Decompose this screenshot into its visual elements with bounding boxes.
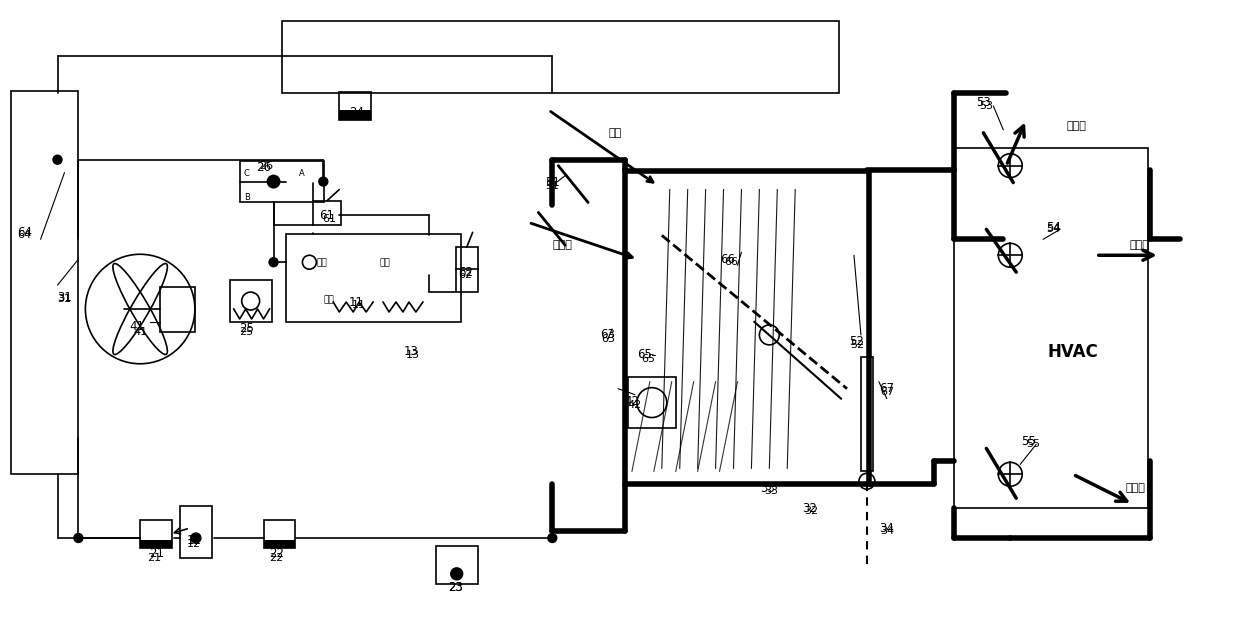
Bar bbox=[140, 520, 172, 548]
Text: 61: 61 bbox=[319, 209, 334, 222]
Text: 52: 52 bbox=[849, 340, 864, 350]
Text: 12: 12 bbox=[187, 539, 201, 549]
Text: 26: 26 bbox=[259, 161, 274, 171]
Bar bbox=[160, 287, 195, 332]
Text: 吹脚风: 吹脚风 bbox=[1126, 483, 1146, 493]
Bar bbox=[264, 540, 295, 548]
Text: 23: 23 bbox=[449, 581, 464, 594]
Text: 32: 32 bbox=[804, 506, 818, 516]
Text: 31: 31 bbox=[57, 294, 72, 304]
Text: 65: 65 bbox=[637, 349, 652, 361]
Bar bbox=[239, 161, 325, 203]
Text: 吹面风: 吹面风 bbox=[1130, 240, 1149, 250]
Text: 64: 64 bbox=[17, 226, 32, 239]
Text: 21: 21 bbox=[148, 553, 161, 563]
Text: 62: 62 bbox=[459, 270, 472, 280]
Text: 52: 52 bbox=[849, 335, 864, 349]
Circle shape bbox=[548, 534, 557, 542]
Text: 13: 13 bbox=[405, 350, 420, 360]
Bar bbox=[435, 546, 477, 584]
Text: 26: 26 bbox=[257, 161, 272, 174]
Text: 23: 23 bbox=[449, 581, 464, 594]
Text: 除霜风: 除霜风 bbox=[1066, 121, 1086, 131]
Text: 24: 24 bbox=[348, 111, 363, 121]
Circle shape bbox=[269, 258, 278, 266]
Text: 54: 54 bbox=[1045, 221, 1060, 234]
Text: 34: 34 bbox=[879, 522, 894, 535]
Circle shape bbox=[451, 568, 463, 580]
Text: 42: 42 bbox=[627, 399, 642, 409]
Text: 吸气: 吸气 bbox=[379, 258, 389, 267]
Bar bbox=[954, 148, 1148, 508]
Text: 62: 62 bbox=[459, 266, 474, 278]
Bar bbox=[340, 92, 371, 120]
Circle shape bbox=[53, 155, 62, 164]
Text: 42: 42 bbox=[625, 395, 640, 408]
Text: 新风: 新风 bbox=[608, 128, 621, 138]
Text: A: A bbox=[299, 169, 305, 177]
Text: 53: 53 bbox=[980, 101, 993, 111]
Text: 25: 25 bbox=[239, 327, 254, 337]
Text: 内循环: 内循环 bbox=[552, 240, 572, 250]
Bar bbox=[456, 247, 477, 292]
Text: 67: 67 bbox=[879, 387, 894, 397]
Text: 21: 21 bbox=[150, 547, 165, 561]
Bar bbox=[286, 234, 461, 322]
Text: 41: 41 bbox=[130, 320, 145, 334]
Text: 排气: 排气 bbox=[316, 258, 327, 267]
Circle shape bbox=[319, 177, 327, 186]
Text: 61: 61 bbox=[322, 214, 336, 224]
Bar bbox=[11, 91, 78, 474]
Text: 65: 65 bbox=[641, 354, 655, 364]
Text: 13: 13 bbox=[403, 345, 418, 358]
Text: 34: 34 bbox=[879, 526, 894, 536]
Text: 55: 55 bbox=[1021, 435, 1035, 448]
Text: 11: 11 bbox=[352, 300, 366, 310]
Bar bbox=[229, 280, 272, 322]
Text: 22: 22 bbox=[269, 553, 284, 563]
Bar bbox=[140, 540, 172, 548]
Bar bbox=[180, 506, 212, 558]
Bar bbox=[281, 21, 839, 93]
Text: 33: 33 bbox=[760, 482, 775, 495]
Bar bbox=[861, 357, 873, 472]
Text: 53: 53 bbox=[976, 97, 991, 110]
Text: 24: 24 bbox=[348, 107, 363, 119]
Circle shape bbox=[267, 174, 280, 189]
Text: 31: 31 bbox=[57, 290, 72, 303]
Text: HVAC: HVAC bbox=[1048, 343, 1099, 361]
Bar bbox=[340, 110, 371, 120]
Text: 67: 67 bbox=[879, 382, 894, 395]
Text: 63: 63 bbox=[600, 329, 615, 342]
Bar bbox=[314, 201, 341, 225]
Text: 66: 66 bbox=[724, 257, 739, 267]
Text: B: B bbox=[244, 192, 249, 201]
Text: 54: 54 bbox=[1047, 224, 1060, 234]
Text: 32: 32 bbox=[802, 502, 817, 515]
Bar bbox=[264, 520, 295, 548]
Text: 63: 63 bbox=[601, 334, 615, 344]
Text: 33: 33 bbox=[764, 486, 779, 496]
Text: 55: 55 bbox=[1027, 440, 1040, 450]
Text: 25: 25 bbox=[239, 322, 254, 335]
Text: 22: 22 bbox=[269, 547, 284, 561]
Text: 51: 51 bbox=[546, 181, 559, 191]
Text: 11: 11 bbox=[348, 295, 363, 308]
Text: C: C bbox=[244, 169, 249, 177]
Text: 41: 41 bbox=[133, 327, 148, 337]
Text: 补气: 补气 bbox=[324, 295, 334, 304]
Circle shape bbox=[74, 534, 83, 542]
Text: 51: 51 bbox=[544, 176, 559, 189]
Text: 66: 66 bbox=[720, 253, 735, 266]
Bar bbox=[625, 171, 869, 484]
Circle shape bbox=[191, 533, 201, 543]
Text: 12: 12 bbox=[186, 534, 201, 547]
Text: 64: 64 bbox=[17, 230, 32, 240]
Bar bbox=[627, 377, 676, 428]
